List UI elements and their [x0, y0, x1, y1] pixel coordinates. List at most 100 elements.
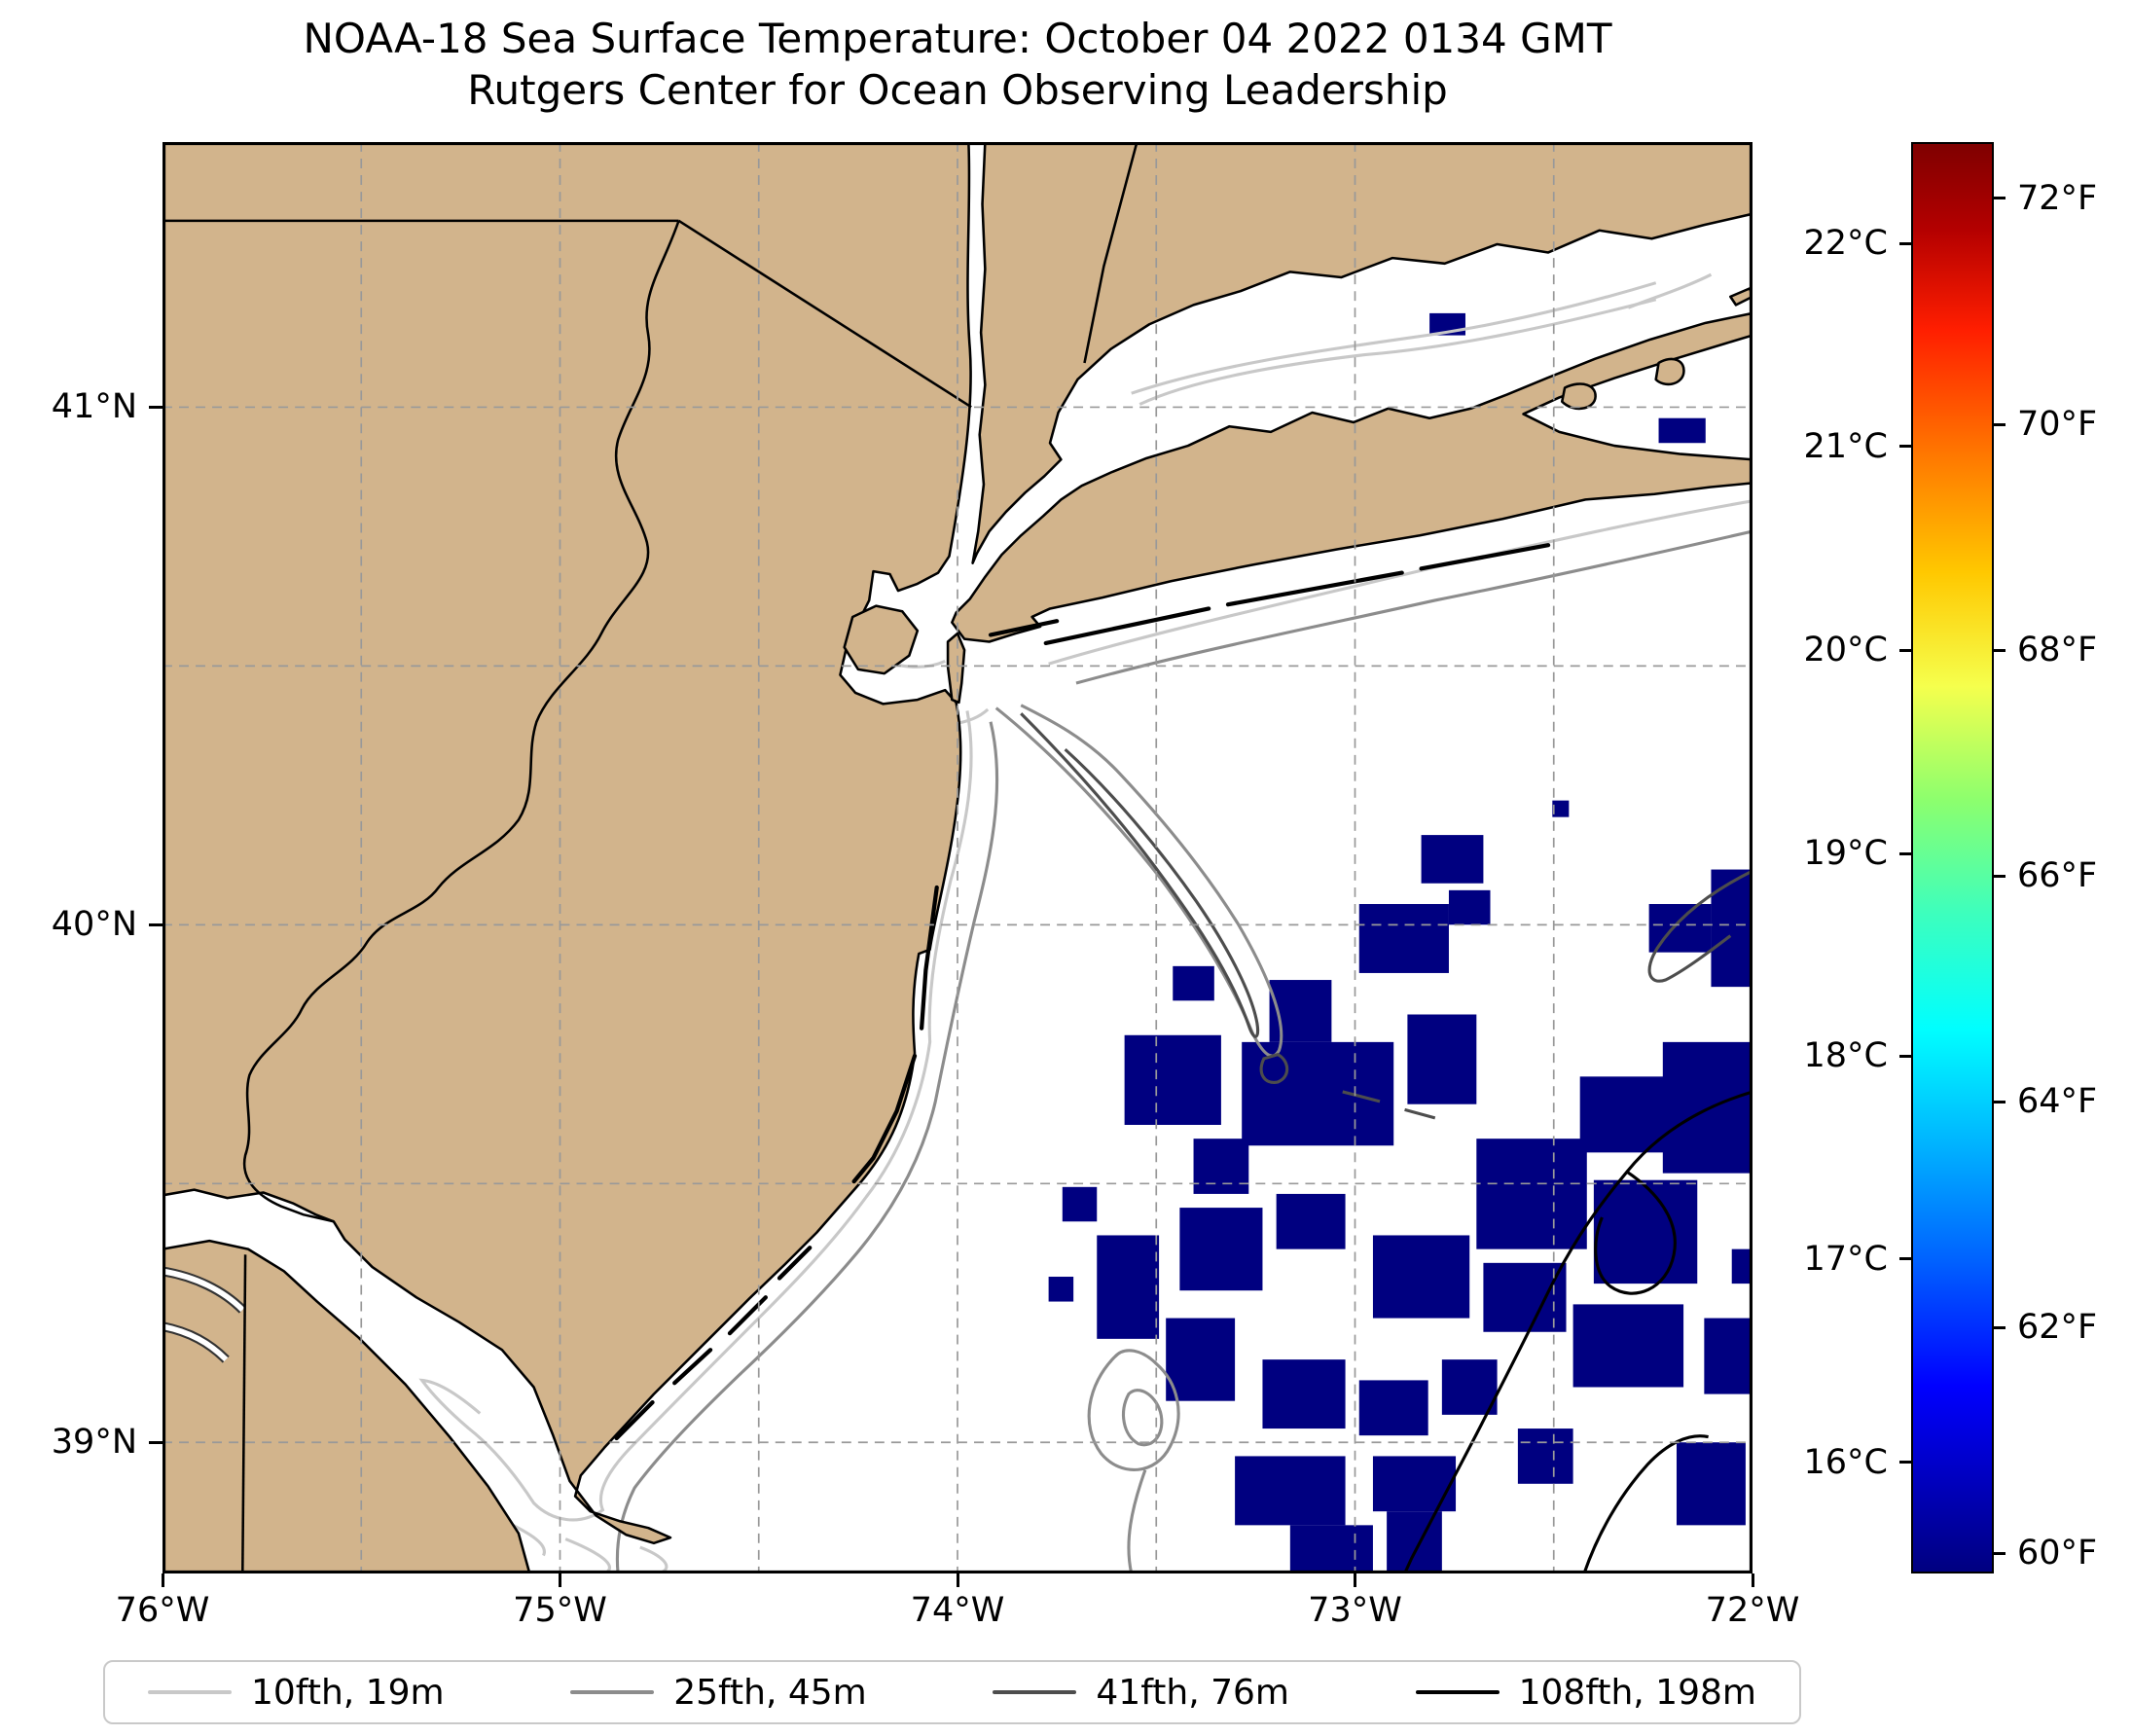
sst-patch	[1483, 1262, 1567, 1332]
sst-patch	[1289, 1525, 1373, 1573]
colorbar-fahrenheit-label: 64°F	[2017, 1082, 2098, 1121]
sst-patch	[1517, 1429, 1573, 1484]
barrier-islands	[614, 543, 1551, 1441]
x-tick-label: 72°W	[1705, 1591, 1800, 1630]
sst-patch	[1235, 1456, 1346, 1526]
contour-41fth	[1020, 712, 1753, 1120]
colorbar-celsius-label: 17°C	[1803, 1239, 1888, 1279]
sst-patch	[1358, 1380, 1428, 1436]
land-delmarva	[163, 1239, 531, 1573]
sst-patch	[1676, 1442, 1746, 1526]
colorbar-celsius-label: 19°C	[1803, 834, 1888, 874]
colorbar-celsius-label: 18°C	[1803, 1036, 1888, 1076]
sst-patch	[1173, 965, 1214, 1001]
colorbar-c-tick-mark	[1899, 1461, 1911, 1465]
sst-patch	[1407, 1014, 1477, 1104]
y-tick-label: 40°N	[51, 905, 137, 945]
sst-data-layer	[1048, 312, 1753, 1573]
colorbar-f-tick-mark	[1994, 1325, 2006, 1329]
figure-title: NOAA-18 Sea Surface Temperature: October…	[163, 14, 1753, 116]
legend-item: 10fth, 19m	[148, 1673, 445, 1713]
sst-patch	[1372, 1456, 1457, 1512]
legend-line-sample	[148, 1690, 232, 1694]
colorbar-f-tick-mark	[1994, 422, 2006, 426]
colorbar-c-tick-mark	[1899, 851, 1911, 855]
map-plot	[163, 142, 1753, 1573]
title-line-1: NOAA-18 Sea Surface Temperature: October…	[303, 15, 1612, 62]
sst-patch	[1579, 1076, 1670, 1153]
sst-patch	[1124, 1034, 1221, 1125]
y-tick-label: 41°N	[51, 387, 137, 427]
state-borders	[163, 142, 1138, 1573]
sst-patch	[1704, 1318, 1753, 1394]
x-tick-label: 74°W	[910, 1591, 1005, 1630]
land-gardiners-island	[1654, 357, 1685, 386]
delmarva-rivers	[163, 1266, 246, 1363]
contour-25fth	[615, 529, 1753, 1573]
colorbar-celsius-label: 22°C	[1803, 224, 1888, 264]
colorbar-fahrenheit-label: 70°F	[2017, 405, 2098, 445]
land-mainland-nj-pa-ny	[163, 142, 972, 1545]
land-plum-island	[1729, 287, 1753, 307]
colorbar-c-tick-mark	[1899, 1054, 1911, 1058]
land-staten-island	[843, 604, 920, 675]
border-de-md	[240, 1254, 247, 1573]
y-tick-label: 39°N	[51, 1423, 137, 1463]
legend-label: 10fth, 19m	[251, 1672, 445, 1713]
graticule	[163, 142, 1753, 1573]
legend-item: 25fth, 45m	[570, 1673, 867, 1713]
x-tick-label: 75°W	[513, 1591, 607, 1630]
sst-patch	[1421, 835, 1484, 884]
legend-item: 108fth, 198m	[1415, 1672, 1756, 1713]
legend-line-sample	[1415, 1690, 1500, 1694]
legend: 10fth, 19m 25fth, 45m 41fth, 76m 108fth, 19…	[103, 1660, 1801, 1724]
legend-label: 25fth, 45m	[673, 1672, 867, 1713]
colorbar-c-tick-mark	[1899, 241, 1911, 245]
y-tick-mark	[149, 1440, 163, 1444]
x-tick-mark	[956, 1573, 959, 1587]
colorbar-f-tick-mark	[1994, 1100, 2006, 1103]
sst-patch	[1193, 1139, 1249, 1194]
sst-patch	[1441, 1359, 1498, 1415]
land-long-island	[951, 311, 1753, 643]
colorbar-f-tick-mark	[1994, 1551, 2006, 1555]
sst-patch	[1448, 889, 1491, 925]
sst-patch	[1262, 1359, 1346, 1429]
colorbar-fahrenheit-label: 72°F	[2017, 178, 2098, 218]
x-tick-mark	[559, 1573, 561, 1587]
x-tick-mark	[161, 1573, 164, 1587]
delaware-river	[242, 220, 680, 1223]
land-sandy-hook	[946, 632, 966, 705]
colorbar-fahrenheit-label: 60°F	[2017, 1534, 2098, 1573]
sst-patch	[1276, 1193, 1346, 1249]
border-ny-ct	[1083, 142, 1138, 364]
colorbar-fahrenheit-label: 68°F	[2017, 631, 2098, 670]
legend-label: 41fth, 76m	[1096, 1672, 1289, 1713]
sst-patch	[1387, 1511, 1442, 1573]
colorbar-celsius-label: 20°C	[1803, 631, 1888, 670]
legend-label: 108fth, 198m	[1518, 1672, 1756, 1713]
colorbar-f-tick-mark	[1994, 197, 2006, 200]
legend-item: 41fth, 76m	[993, 1673, 1289, 1713]
sst-patch	[1166, 1318, 1236, 1401]
y-tick-mark	[149, 405, 163, 409]
legend-line-sample	[993, 1690, 1077, 1694]
colorbar-c-tick-mark	[1899, 648, 1911, 652]
x-tick-mark	[1751, 1573, 1754, 1587]
map-svg	[163, 142, 1753, 1573]
colorbar-fahrenheit-label: 62°F	[2017, 1308, 2098, 1348]
border-ny-nj	[677, 219, 972, 409]
sst-patch	[1476, 1139, 1587, 1249]
colorbar-fahrenheit-label: 66°F	[2017, 856, 2098, 896]
legend-line-sample	[570, 1690, 655, 1694]
colorbar-celsius-label: 21°C	[1803, 426, 1888, 466]
colorbar-f-tick-mark	[1994, 648, 2006, 652]
colorbar-c-tick-mark	[1899, 445, 1911, 449]
sst-patch	[1048, 1277, 1074, 1302]
sst-patch	[1097, 1235, 1160, 1339]
land-connecticut-westchester	[971, 142, 1753, 564]
contour-10fth	[418, 272, 1753, 1573]
sst-patch	[1242, 1041, 1394, 1146]
title-line-2: Rutgers Center for Ocean Observing Leade…	[467, 65, 1448, 114]
sst-patch	[1372, 1235, 1470, 1319]
